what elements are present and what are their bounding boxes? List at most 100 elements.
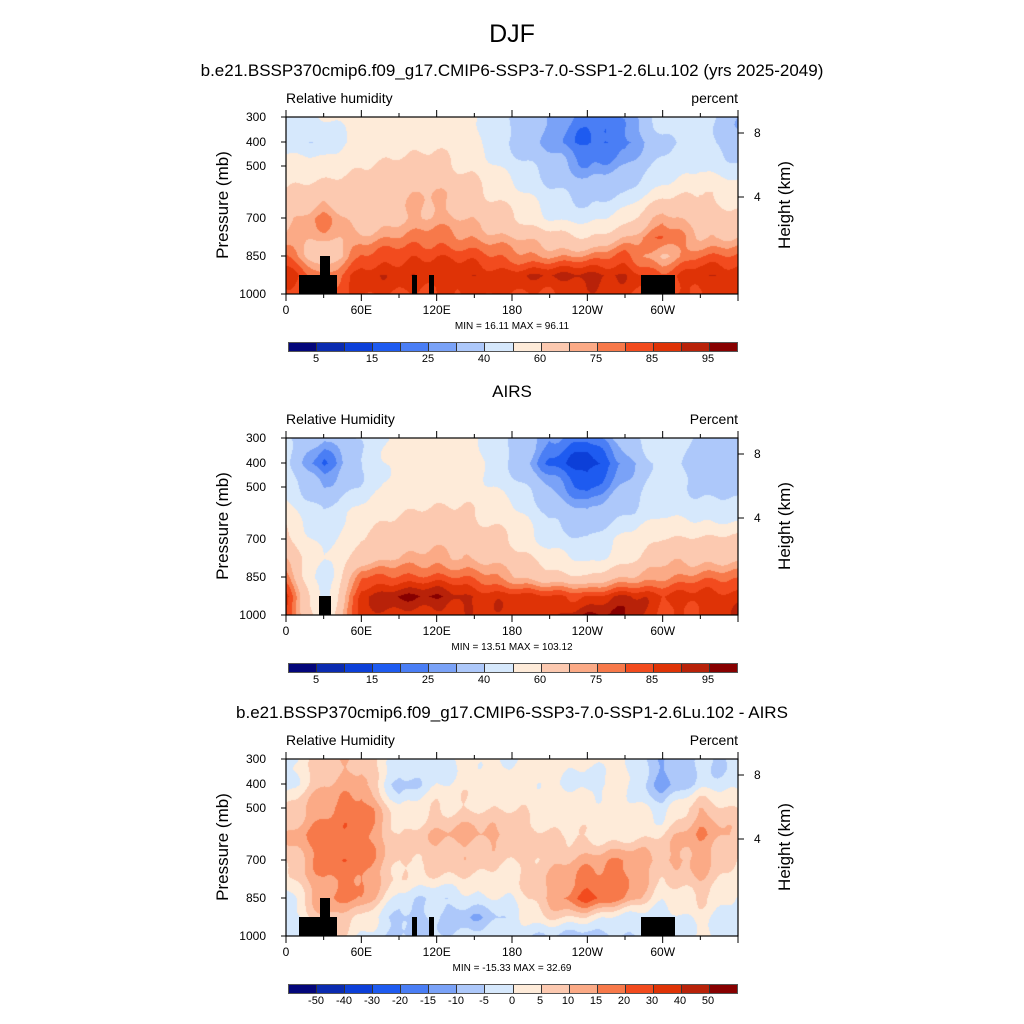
topography-mask [640,917,675,936]
panel-right-label: Percent [689,411,738,427]
colorbar-label: 5 [536,995,544,1007]
colorbar-box [401,664,430,672]
topography-mask [640,275,675,294]
colorbar-label: 50 [701,995,715,1007]
colorbar-box [625,343,654,351]
contour-field [286,438,738,615]
colorbar [288,342,738,352]
colorbar-label: -20 [392,995,408,1007]
colorbar-label: 15 [365,353,379,365]
colorbar-box [681,343,710,351]
colorbar-label: 75 [589,674,603,686]
colorbar-label: 95 [701,674,715,686]
plot-border [285,437,739,616]
colorbar-box [289,985,318,993]
colorbar-box [541,343,570,351]
colorbar-label: 25 [421,353,435,365]
topography-mask [412,275,417,294]
panel-left-label: Relative humidity [286,90,393,106]
axes-frame [281,752,744,943]
colorbar-box [373,985,402,993]
pressure-tick-label: 1000 [239,929,266,943]
colorbar-box [485,343,514,351]
colorbar-box [429,664,458,672]
x-tick-label: 180 [501,945,523,959]
colorbar-label: 10 [561,995,575,1007]
colorbar-box [457,985,486,993]
colorbar-box [373,343,402,351]
colorbar-label: 40 [477,353,491,365]
colorbar-label: -50 [308,995,324,1007]
height-axis-label: Height (km) [775,803,794,891]
height-tick-label: 4 [754,511,761,525]
colorbar-label: -30 [364,995,380,1007]
colorbar-box [625,985,654,993]
contour-plot [281,110,744,301]
colorbar-label: 0 [508,995,516,1007]
pressure-tick-label: 850 [245,249,266,263]
pressure-tick-label: 400 [245,135,266,149]
x-tick-label: 120W [571,624,603,638]
height-axis-label: Height (km) [775,161,794,249]
colorbar-box [513,985,542,993]
pressure-tick-label: 500 [245,480,266,494]
panel-left-label: Relative Humidity [286,732,395,748]
pressure-tick-label: 850 [245,570,266,584]
contour-field [286,117,738,294]
panel-title: AIRS [492,382,532,401]
axes-frame [281,110,744,301]
topography-mask [319,256,330,294]
colorbar-box [653,343,682,351]
x-tick-label: 60W [650,624,676,638]
x-tick-label: 120E [422,303,451,317]
height-tick-label: 4 [754,832,761,846]
panel-title: b.e21.BSSP370cmip6.f09_g17.CMIP6-SSP3-7.… [200,61,824,80]
colorbar-box [345,343,374,351]
colorbar-box [513,664,542,672]
colorbar-box [709,343,737,351]
colorbar-box [569,664,598,672]
x-tick-label: 60E [350,624,372,638]
colorbar-box [373,664,402,672]
min-max-label: MIN = 16.11 MAX = 96.11 [454,321,570,332]
colorbar-label: 25 [421,674,435,686]
colorbar-label: -15 [420,995,436,1007]
colorbar-box [597,985,626,993]
height-axis-label: Height (km) [775,482,794,570]
pressure-tick-label: 850 [245,891,266,905]
colorbar-box [485,664,514,672]
colorbar-label: 85 [645,674,659,686]
topography-mask [319,596,331,615]
colorbar-label: 40 [673,995,687,1007]
min-max-label: MIN = -15.33 MAX = 32.69 [452,963,572,974]
x-tick-label: 60W [650,945,676,959]
colorbar-box [401,985,430,993]
colorbar-label: -10 [448,995,464,1007]
pressure-tick-label: 1000 [239,287,266,301]
colorbar-label: 95 [701,353,715,365]
colorbar-box [317,664,346,672]
x-tick-label: 60E [350,303,372,317]
x-tick-label: 0 [282,945,290,959]
height-tick-label: 4 [754,190,761,204]
colorbar-box [429,985,458,993]
pressure-tick-label: 700 [245,853,266,867]
panel-title: b.e21.BSSP370cmip6.f09_g17.CMIP6-SSP3-7.… [236,703,788,722]
colorbar-box [709,664,737,672]
colorbar-box [289,343,318,351]
panel-left-label: Relative Humidity [286,411,395,427]
pressure-tick-label: 300 [245,752,266,766]
axes-frame [281,431,744,622]
colorbar-box [485,985,514,993]
colorbar-box [653,985,682,993]
x-tick-label: 0 [282,624,290,638]
colorbar-label: 15 [365,674,379,686]
colorbar-box [345,664,374,672]
colorbar-box [429,343,458,351]
contour-plot [281,752,744,943]
min-max-label: MIN = 13.51 MAX = 103.12 [451,642,573,653]
colorbar-label: 30 [645,995,659,1007]
x-tick-label: 120E [422,624,451,638]
pressure-tick-label: 500 [245,159,266,173]
colorbar [288,984,738,994]
